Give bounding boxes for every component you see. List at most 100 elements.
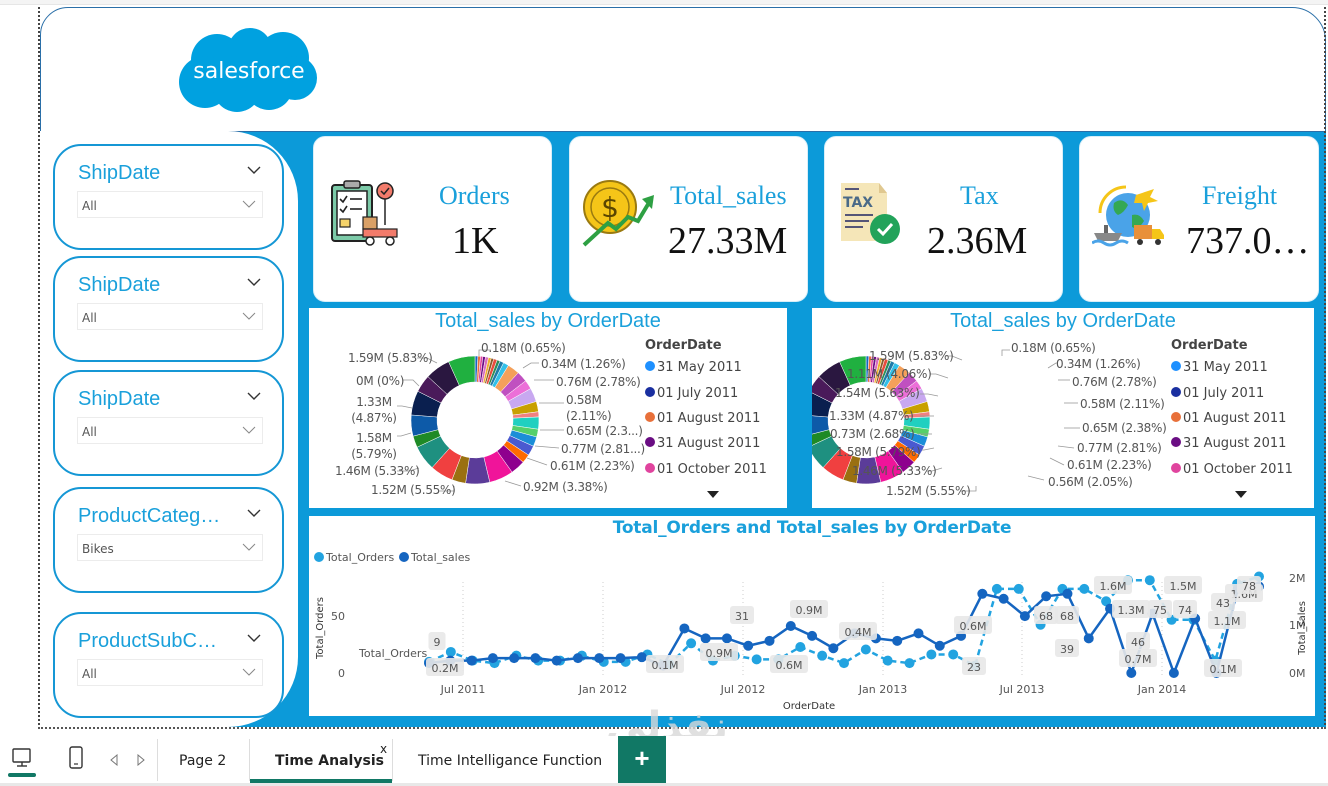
legend-dot [645, 463, 655, 473]
data-point-total-sales[interactable] [679, 623, 690, 634]
leader-line [1027, 475, 1045, 481]
data-point-total-sales[interactable] [721, 633, 732, 644]
legend-item[interactable]: 31 May 2011 [1171, 360, 1268, 375]
data-point-total-orders[interactable] [1101, 596, 1112, 607]
legend-item[interactable]: 01 August 2011 [1171, 411, 1286, 426]
data-point-total-sales[interactable] [807, 630, 818, 641]
slicer-value: Bikes [82, 542, 114, 556]
x-axis-label: OrderDate [783, 701, 835, 712]
slicer-dropdown[interactable]: All [77, 417, 263, 444]
add-page-button[interactable]: + [618, 736, 666, 783]
data-point-total-orders[interactable] [991, 583, 1002, 594]
scroll-left-icon[interactable] [110, 754, 118, 766]
slicer-dropdown[interactable]: All [77, 303, 263, 330]
data-point-total-sales[interactable] [1168, 668, 1179, 678]
slicer-dropdown[interactable]: All [77, 659, 263, 686]
chevron-down-icon[interactable] [246, 388, 262, 404]
y2-tick-label: 1M [1289, 619, 1306, 632]
data-point-total-orders[interactable] [445, 646, 456, 657]
phone-icon[interactable] [68, 746, 84, 770]
chevron-down-icon[interactable] [246, 505, 262, 521]
data-label: 1.54M (5.63%) [835, 386, 920, 400]
slicer-product-category[interactable]: ProductCateg… Bikes [53, 487, 284, 593]
data-point-total-sales[interactable] [764, 635, 775, 646]
legend-scroll-down-icon[interactable] [707, 491, 719, 498]
data-point-total-sales[interactable] [1041, 591, 1052, 602]
slicer-shipdate-2[interactable]: ShipDate All [53, 256, 284, 362]
legend-item[interactable]: 31 August 2011 [645, 436, 760, 451]
tab-time-intelligence-function[interactable]: Time Intelligance Function [393, 736, 613, 783]
slicer-dropdown[interactable]: Bikes [77, 534, 263, 561]
data-point-total-sales[interactable] [509, 653, 520, 664]
data-point-total-sales[interactable] [1126, 668, 1137, 678]
legend-item[interactable]: 01 August 2011 [645, 411, 760, 426]
data-point-total-orders[interactable] [686, 638, 697, 649]
leader-line [417, 357, 438, 364]
tab-time-analysis[interactable]: Time Analysis x [250, 736, 392, 783]
x-tick-label: Jul 2013 [999, 683, 1045, 696]
data-point-total-sales[interactable] [1019, 611, 1030, 622]
data-point-total-orders[interactable] [795, 642, 806, 653]
data-point-total-sales[interactable] [572, 653, 583, 664]
data-point-total-orders[interactable] [1144, 575, 1155, 586]
chevron-down-icon[interactable] [246, 274, 262, 290]
slicer-product-subcategory[interactable]: ProductSubC… All [53, 612, 284, 718]
data-point-total-sales[interactable] [998, 593, 1009, 604]
legend-label: 31 May 2011 [657, 360, 742, 375]
legend-label: 31 August 2011 [657, 436, 761, 451]
tab-page-2[interactable]: Page 2 [158, 736, 250, 783]
chevron-down-icon[interactable] [246, 162, 262, 178]
data-point-total-sales[interactable] [700, 633, 711, 644]
desktop-icon[interactable] [11, 747, 33, 769]
slicer-shipdate-1[interactable]: ShipDate All [53, 144, 284, 250]
legend-item[interactable]: 01 July 2011 [645, 386, 738, 401]
data-point-total-orders[interactable] [817, 650, 828, 661]
svg-text:68: 68 [1060, 610, 1074, 623]
data-point-total-sales[interactable] [977, 588, 988, 599]
data-point-total-sales[interactable] [551, 655, 562, 666]
data-point-total-orders[interactable] [839, 658, 849, 669]
data-point-total-sales[interactable] [934, 640, 945, 651]
donut-slice[interactable] [839, 355, 867, 386]
legend-item[interactable]: 01 October 2011 [1171, 462, 1293, 477]
data-point-total-sales[interactable] [615, 653, 626, 664]
legend-scroll-down-icon[interactable] [1235, 491, 1247, 498]
tab-divider [157, 739, 158, 781]
data-point-total-sales[interactable] [892, 635, 903, 646]
data-point-total-sales[interactable] [743, 640, 754, 651]
data-point-total-sales[interactable] [636, 652, 647, 663]
legend-item[interactable]: 31 May 2011 [645, 360, 742, 375]
data-point-total-sales[interactable] [487, 653, 498, 664]
data-point-total-sales[interactable] [594, 653, 605, 664]
data-point-total-sales[interactable] [466, 655, 477, 666]
legend-item[interactable]: 01 October 2011 [645, 462, 767, 477]
slicer-dropdown[interactable]: All [77, 191, 263, 218]
data-point-total-sales[interactable] [530, 653, 541, 664]
data-point-total-orders[interactable] [948, 649, 959, 660]
data-point-total-orders[interactable] [860, 644, 871, 655]
legend-item[interactable]: 01 July 2011 [1171, 386, 1264, 401]
data-point-total-orders[interactable] [882, 655, 893, 666]
data-label: 0.76M (2.78%) [1072, 375, 1157, 389]
data-point-total-sales[interactable] [828, 643, 839, 654]
chevron-down-icon[interactable] [246, 630, 262, 646]
data-point-total-sales[interactable] [785, 620, 796, 631]
slicer-value: All [82, 311, 97, 325]
tab-close-icon[interactable]: x [380, 742, 388, 756]
donut-slice[interactable] [448, 355, 476, 386]
data-label: 23 [962, 657, 986, 675]
data-point-total-sales[interactable] [1083, 633, 1094, 644]
data-point-total-sales[interactable] [913, 628, 924, 639]
leader-line [534, 445, 560, 449]
scroll-right-icon[interactable] [137, 754, 145, 766]
data-point-total-orders[interactable] [904, 658, 915, 669]
data-point-total-orders[interactable] [1013, 583, 1024, 594]
kpi-title: Orders [439, 181, 510, 210]
slicer-shipdate-3[interactable]: ShipDate All [53, 370, 284, 476]
legend-item[interactable]: 31 August 2011 [1171, 436, 1286, 451]
data-point-total-orders[interactable] [1079, 583, 1090, 594]
data-point-total-orders[interactable] [926, 649, 937, 660]
data-label: 78 [1237, 576, 1261, 594]
data-point-total-orders[interactable] [751, 654, 762, 665]
data-point-total-sales[interactable] [1062, 588, 1073, 599]
